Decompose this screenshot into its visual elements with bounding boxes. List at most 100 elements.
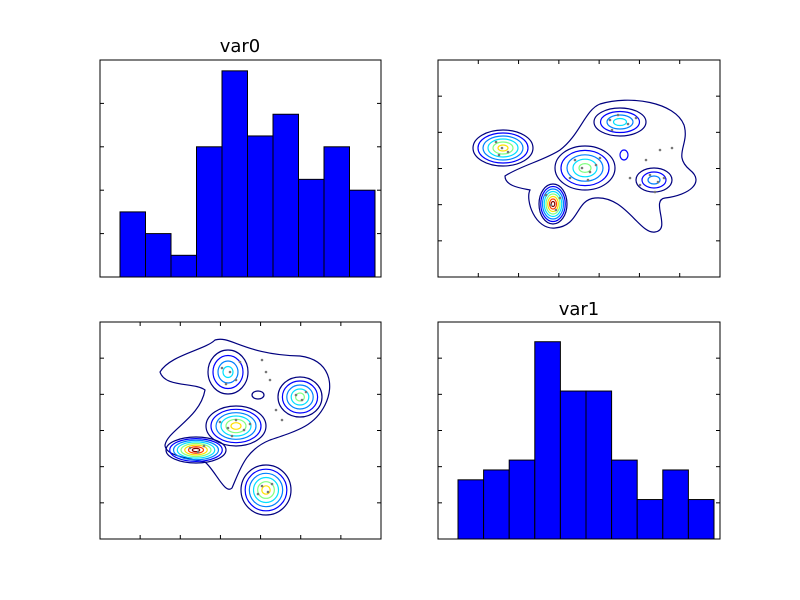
contour-line (207, 349, 249, 395)
contour-line (619, 149, 629, 161)
scatter-point (226, 426, 230, 430)
axes-frame (437, 321, 721, 540)
contour-line (547, 195, 559, 213)
histogram-bar (662, 469, 689, 540)
histogram-var0-panel (99, 59, 382, 278)
contour-line (566, 154, 604, 182)
contour-line (251, 390, 265, 400)
scatter-point (238, 360, 242, 364)
axes-frame (99, 321, 382, 540)
scatter-point (644, 158, 648, 162)
contour-line (215, 412, 257, 440)
contour-line (497, 144, 509, 152)
scatter-point (260, 484, 264, 488)
contour-line (572, 158, 598, 178)
scatter-point (234, 418, 238, 422)
contour-line (548, 198, 558, 210)
contour-line (212, 354, 244, 390)
scatter-point (638, 183, 642, 187)
scatter-point (558, 196, 562, 200)
scatter-point (580, 166, 584, 170)
scatter-point (256, 492, 260, 496)
scatter-point (234, 378, 238, 382)
contour-line (286, 384, 314, 410)
histogram-bar (298, 178, 325, 278)
scatter-point (196, 450, 200, 454)
scatter-point (549, 203, 553, 207)
contour-line (560, 149, 610, 187)
scatter-point (554, 208, 558, 212)
histogram-bar (272, 113, 299, 278)
scatter-point (658, 148, 662, 152)
contour-line (252, 476, 280, 504)
scatter-point (670, 146, 674, 150)
scatter-point (242, 428, 246, 432)
contour-top-right-panel (437, 59, 721, 278)
contour-line (593, 107, 647, 137)
scatter-point (628, 176, 632, 180)
contour-line (187, 446, 205, 454)
contour-line (487, 138, 519, 158)
histogram-bar (457, 479, 485, 540)
histogram-bar (119, 211, 146, 278)
contour-line (159, 338, 331, 490)
contour-line (169, 438, 223, 462)
scatter-point (506, 150, 510, 154)
scatter-point (224, 382, 228, 386)
contour-line (180, 442, 212, 458)
contour-line (545, 193, 561, 215)
contour-line (261, 485, 271, 495)
scatter-point (544, 193, 548, 197)
histogram-bar (585, 390, 613, 540)
scatter-point (304, 390, 308, 394)
contour-line (554, 145, 616, 191)
scatter-point (616, 113, 620, 117)
contour-line (578, 163, 592, 174)
scatter-point (494, 140, 498, 144)
histogram-bar (559, 390, 587, 540)
contour-line (295, 392, 306, 402)
chart-title-var1: var1 (559, 299, 600, 320)
contour-line (191, 447, 201, 453)
contour-line (647, 175, 661, 185)
histogram-bar (508, 459, 536, 540)
scatter-point (228, 370, 232, 374)
contour-line (222, 365, 234, 379)
histogram-bar (611, 459, 638, 540)
scatter-point (626, 122, 630, 126)
scatter-point (608, 118, 612, 122)
scatter-point (568, 176, 572, 180)
contour-line (184, 444, 208, 456)
scatter-point (653, 190, 657, 194)
histogram-bar (323, 146, 350, 278)
scatter-point (260, 358, 264, 362)
histogram-bar (636, 499, 664, 540)
contour-line (257, 481, 275, 499)
contour-line (540, 185, 566, 223)
contour-line (205, 405, 267, 447)
contour-line (240, 464, 292, 516)
histogram-bar (483, 469, 510, 540)
scatter-point (300, 398, 304, 402)
scatter-point (610, 128, 614, 132)
contour-line (543, 190, 563, 218)
scatter-point (598, 156, 602, 160)
scatter-point (280, 418, 284, 422)
scatter-point (268, 378, 272, 382)
scatter-point (270, 482, 274, 486)
histogram-bar (196, 146, 223, 278)
scatter-point (573, 158, 577, 162)
contour-line (612, 117, 628, 127)
scatter-point (188, 446, 192, 450)
histogram-var1-panel (437, 321, 721, 540)
scatter-point (220, 366, 224, 370)
scatter-point (656, 180, 660, 184)
scatter-point (202, 444, 206, 448)
scatter-point (264, 370, 268, 374)
contour-line (176, 441, 216, 459)
histogram-bar (534, 341, 561, 540)
contour-bottom-left-panel (99, 321, 382, 540)
contour-line (277, 376, 323, 418)
scatter-point (218, 420, 222, 424)
